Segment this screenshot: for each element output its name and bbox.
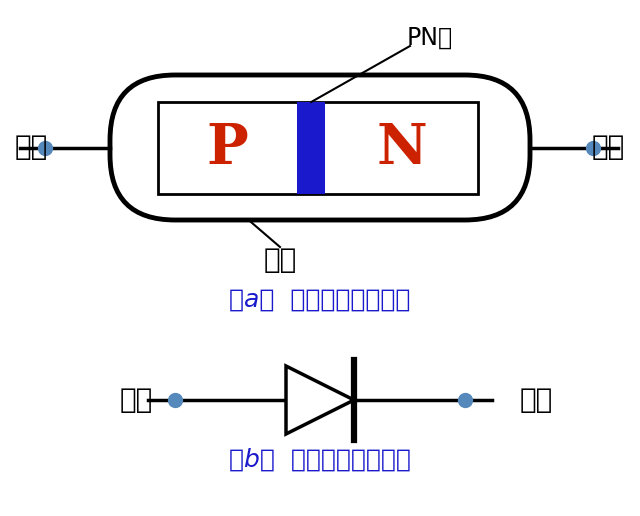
Text: （b）  二极管的电路符号: （b） 二极管的电路符号 bbox=[229, 448, 411, 472]
Bar bbox=[158, 102, 478, 194]
Bar bbox=[297, 102, 325, 194]
Polygon shape bbox=[286, 366, 354, 434]
Text: PN结: PN结 bbox=[407, 26, 453, 50]
Text: 外壳: 外壳 bbox=[264, 246, 296, 274]
Text: 正极: 正极 bbox=[15, 134, 48, 162]
Text: N: N bbox=[376, 121, 427, 175]
Text: 负极: 负极 bbox=[520, 386, 553, 414]
Text: 负极: 负极 bbox=[592, 134, 625, 162]
Text: 正极: 正极 bbox=[120, 386, 153, 414]
FancyBboxPatch shape bbox=[110, 75, 530, 220]
Text: P: P bbox=[207, 121, 248, 175]
Text: （a）  二极管结构示意图: （a） 二极管结构示意图 bbox=[229, 288, 411, 312]
